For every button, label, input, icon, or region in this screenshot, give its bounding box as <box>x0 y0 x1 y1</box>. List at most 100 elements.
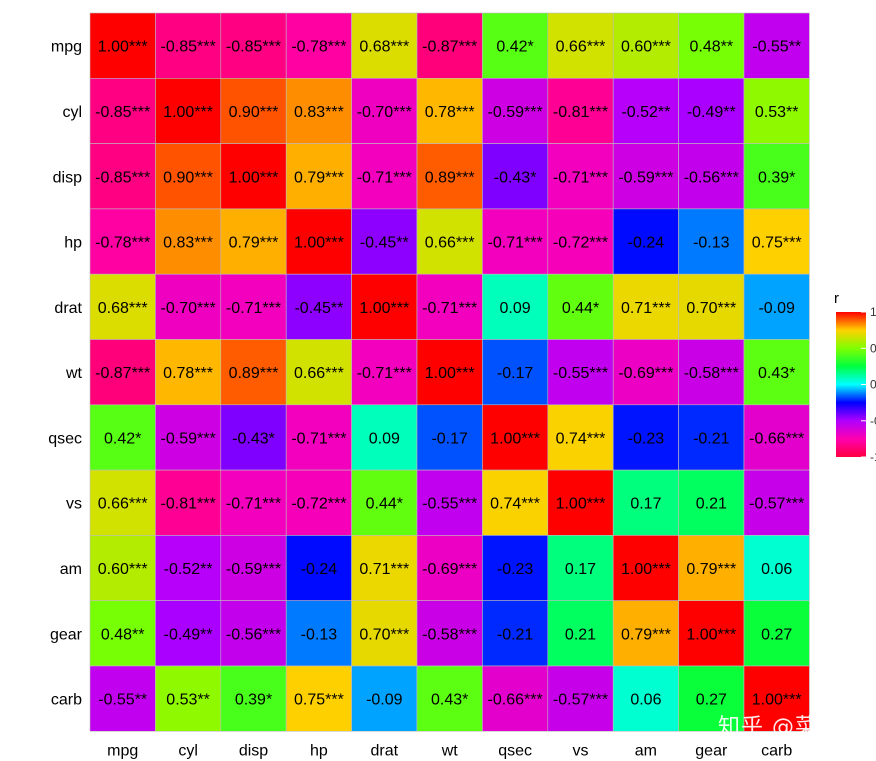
cell-label: 0.27 <box>761 626 792 643</box>
heatmap-cell <box>416 535 483 602</box>
cell-label: -0.17 <box>497 365 534 382</box>
y-axis-labels: mpg cyl disp hp drat wt qsec vs am gear carb <box>48 39 82 709</box>
heatmap-cell <box>482 535 549 602</box>
cell-label: 0.39* <box>235 692 272 709</box>
cell-label: 1.00*** <box>621 561 671 578</box>
heatmap-cell <box>285 600 352 667</box>
cell-label: -0.69*** <box>422 561 477 578</box>
cell-label: 0.79*** <box>686 561 736 578</box>
cell-label: 0.70*** <box>359 626 409 643</box>
cell-label: -0.69*** <box>618 365 673 382</box>
heatmap-cell <box>547 78 614 144</box>
cell-label: -0.49** <box>164 626 213 643</box>
cell-label: 1.00*** <box>425 365 475 382</box>
cell-label: -0.09 <box>758 300 795 317</box>
heatmap-cell <box>743 600 810 667</box>
heatmap-cell <box>89 78 156 144</box>
cell-label: 1.00*** <box>229 169 279 186</box>
heatmap-cell <box>678 208 745 275</box>
x-axis-label-cyl: cyl <box>178 742 198 759</box>
cell-label: -0.71*** <box>226 496 281 513</box>
heatmap-cell <box>416 665 483 732</box>
cell-label: -0.71*** <box>553 169 608 186</box>
cell-label: 0.79*** <box>294 169 344 186</box>
y-axis-label-carb: carb <box>51 692 82 709</box>
cell-label: -0.72*** <box>291 496 346 513</box>
heatmap-cells <box>89 12 810 732</box>
x-axis-label-disp: disp <box>239 742 268 759</box>
cell-label: 0.17 <box>565 561 596 578</box>
cell-label: 1.00*** <box>752 692 802 709</box>
cell-label: 0.44* <box>562 300 599 317</box>
cell-label: 0.78*** <box>425 104 475 121</box>
cell-label: -0.45** <box>294 300 343 317</box>
cell-label: -0.66*** <box>749 430 804 447</box>
cell-label: 0.66*** <box>425 235 475 252</box>
legend-title: r <box>834 290 839 307</box>
cell-label: -0.70*** <box>357 104 412 121</box>
heatmap-cell <box>678 404 745 471</box>
heatmap-cell <box>612 665 679 732</box>
heatmap-cell <box>155 469 222 536</box>
heatmap-cell <box>220 143 287 210</box>
heatmap-cell <box>89 143 156 210</box>
heatmap-cell <box>351 273 418 340</box>
heatmap-cell <box>743 404 810 471</box>
legend-tick-label: -1 <box>870 450 876 464</box>
cell-label: 0.75*** <box>294 692 344 709</box>
heatmap-cell <box>678 273 745 340</box>
heatmap-cell <box>743 273 810 340</box>
cell-label: 0.83*** <box>294 104 344 121</box>
cell-label: 0.71*** <box>621 300 671 317</box>
cell-label: -0.71*** <box>488 235 543 252</box>
legend-tick-label: 0.5 <box>870 341 876 355</box>
cell-label: 0.43* <box>758 365 795 382</box>
heatmap-cell <box>285 665 352 732</box>
cell-label: 0.53** <box>755 104 799 121</box>
cell-label: -0.55*** <box>553 365 608 382</box>
cell-label: -0.59*** <box>161 430 216 447</box>
heatmap-cell <box>285 339 352 406</box>
legend-ticks: 1 0.5 0 -0.5 -1 <box>861 305 876 464</box>
cell-label: 1.00*** <box>163 104 213 121</box>
heatmap-cell <box>416 339 483 406</box>
y-axis-label-mpg: mpg <box>51 39 82 56</box>
cell-label: 0.74*** <box>556 430 606 447</box>
cell-label: -0.49** <box>687 104 736 121</box>
cell-label: -0.81*** <box>161 496 216 513</box>
x-axis-labels: mpg cyl disp hp drat wt qsec vs am gear carb <box>107 742 792 759</box>
heatmap-cell <box>285 469 352 536</box>
cell-label: 0.66*** <box>294 365 344 382</box>
cell-label: -0.57*** <box>749 496 804 513</box>
cell-label: -0.43* <box>494 169 537 186</box>
heatmap-cell <box>351 143 418 210</box>
cell-label: 0.89*** <box>229 365 279 382</box>
x-axis-label-mpg: mpg <box>107 742 138 759</box>
cell-label: 0.17 <box>630 496 661 513</box>
heatmap-cell <box>89 273 156 340</box>
y-axis-label-am: am <box>60 561 82 578</box>
x-axis-label-qsec: qsec <box>498 742 532 759</box>
heatmap-cell <box>678 469 745 536</box>
cell-label: 0.90*** <box>163 169 213 186</box>
heatmap-cell <box>220 535 287 602</box>
cell-label: -0.13 <box>693 235 730 252</box>
heatmap-cell <box>220 600 287 667</box>
cell-label: -0.85*** <box>95 169 150 186</box>
heatmap-cell <box>743 78 810 144</box>
x-axis-label-am: am <box>635 742 657 759</box>
heatmap-cell <box>155 78 222 144</box>
color-legend: r 1 0.5 0 -0.5 -1 <box>834 290 876 464</box>
y-axis-label-drat: drat <box>54 300 82 317</box>
heatmap-cell <box>220 404 287 471</box>
cell-label: 1.00*** <box>686 626 736 643</box>
heatmap-cell <box>155 404 222 471</box>
heatmap-cell <box>678 78 745 144</box>
heatmap-cell <box>482 273 549 340</box>
cell-label: -0.87*** <box>422 39 477 56</box>
cell-label: -0.87*** <box>95 365 150 382</box>
heatmap-cell <box>482 78 549 144</box>
cell-label: 0.74*** <box>490 496 540 513</box>
cell-label: 0.42* <box>496 39 533 56</box>
